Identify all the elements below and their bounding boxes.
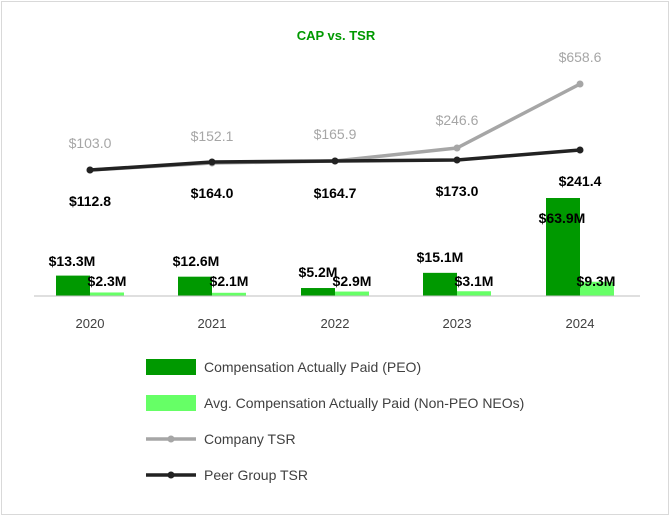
peo-bar-label: $12.6M (173, 253, 220, 269)
bars-layer (56, 198, 614, 296)
legend-label: Company TSR (204, 431, 296, 447)
peer-tsr-label: $173.0 (436, 183, 479, 199)
bar-neo-2020 (90, 292, 124, 296)
legend-swatch-peo (146, 359, 196, 375)
neo-bar-label: $2.3M (88, 273, 127, 289)
legend-swatch-neo (146, 395, 196, 411)
peer-tsr-line-point (208, 158, 216, 166)
neo-bar-label: $3.1M (455, 273, 494, 289)
peo-bar-label: $13.3M (49, 253, 96, 269)
peo-bar-label: $15.1M (417, 249, 464, 265)
bar-neo-2021 (212, 292, 246, 296)
legend-marker-peer-tsr (167, 471, 175, 479)
peer-tsr-label: $241.4 (559, 173, 602, 189)
bar-neo-2024 (580, 281, 614, 296)
company-tsr-point (576, 80, 584, 88)
peer-tsr-label: $164.7 (314, 185, 357, 201)
peo-bar-label: $63.9M (539, 210, 586, 226)
x-tick-label: 2021 (198, 316, 227, 331)
neo-bar-label: $9.3M (577, 273, 616, 289)
x-tick-label: 2023 (443, 316, 472, 331)
x-tick-label: 2024 (566, 316, 595, 331)
bar-peo-2024 (546, 198, 580, 296)
data-labels-layer: $103.0 $152.1 $165.9 $246.6 $658.6 $112.8 $164… (49, 49, 616, 289)
chart-title: CAP vs. TSR (297, 28, 376, 43)
bar-peo-2021 (178, 276, 212, 296)
bar-peo-2022 (301, 288, 335, 296)
company-tsr-label: $152.1 (191, 128, 234, 144)
bar-peo-2023 (423, 272, 457, 296)
legend: Compensation Actually Paid (PEO) Avg. Com… (146, 359, 524, 483)
neo-bar-label: $2.9M (333, 273, 372, 289)
x-axis-ticks: 2020 2021 2022 2023 2024 (76, 316, 595, 331)
company-tsr-label: $103.0 (69, 135, 112, 151)
company-tsr-label: $165.9 (314, 126, 357, 142)
peer-tsr-label: $164.0 (191, 185, 234, 201)
company-tsr-point (453, 144, 461, 152)
legend-label: Avg. Compensation Actually Paid (Non-PEO… (204, 395, 524, 411)
peer-tsr-line-point (331, 157, 339, 165)
company-tsr-label: $658.6 (559, 49, 602, 65)
bar-neo-2023 (457, 291, 491, 296)
neo-bar-label: $2.1M (210, 273, 249, 289)
peer-tsr-line-point (453, 156, 461, 164)
legend-marker-company-tsr (167, 435, 175, 443)
peer-tsr-line-point (86, 166, 94, 174)
peo-bar-label: $5.2M (299, 264, 338, 280)
bar-peo-2020 (56, 275, 90, 296)
x-tick-label: 2020 (76, 316, 105, 331)
legend-label: Peer Group TSR (204, 467, 308, 483)
company-tsr-label: $246.6 (436, 112, 479, 128)
lines-layer (86, 80, 584, 174)
bar-neo-2022 (335, 291, 369, 296)
x-tick-label: 2022 (321, 316, 350, 331)
legend-label: Compensation Actually Paid (PEO) (204, 359, 421, 375)
peer-tsr-line-point (576, 146, 584, 154)
peer-tsr-label: $112.8 (69, 193, 111, 209)
